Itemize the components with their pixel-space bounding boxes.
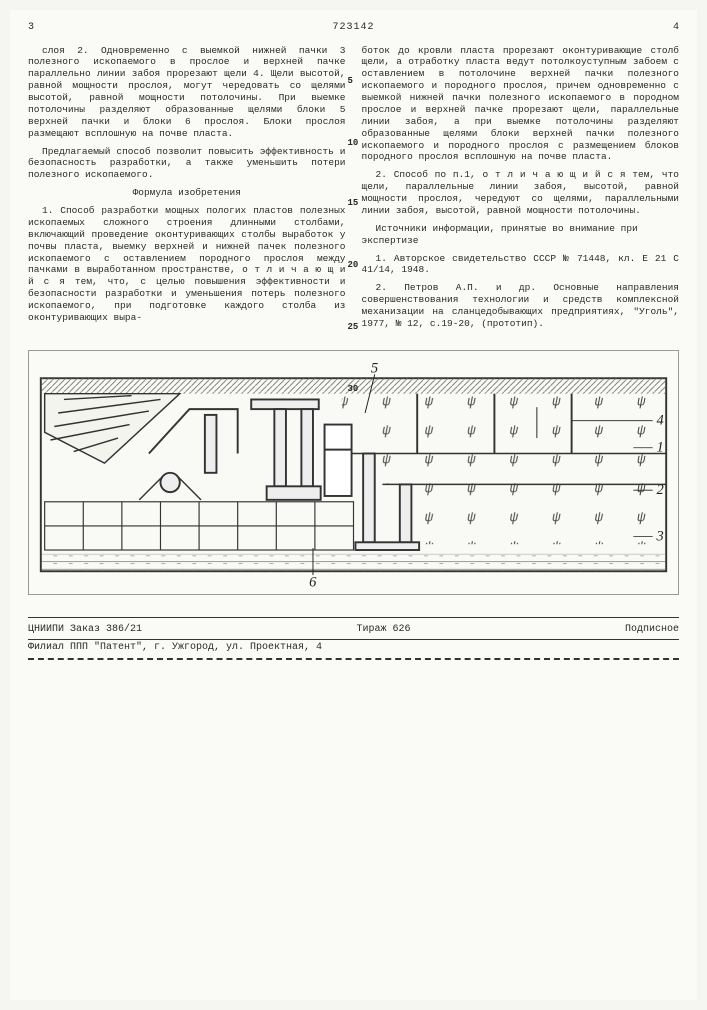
column-right: боток до кровли пласта прорезают оконтур… xyxy=(362,45,680,336)
footer-tirage: Тираж 626 xyxy=(357,624,411,637)
footer-subscription: Подписное xyxy=(625,624,679,637)
figure-label-5: 5 xyxy=(371,360,378,376)
claim-1: 1. Способ разработки мощных пологих плас… xyxy=(28,205,346,324)
line-number: 30 xyxy=(348,384,359,395)
line-number: 15 xyxy=(348,198,359,209)
line-number: 20 xyxy=(348,260,359,271)
document-number: 723142 xyxy=(332,22,374,35)
line-number: 10 xyxy=(348,138,359,149)
line-number: 25 xyxy=(348,322,359,333)
paragraph: Предлагаемый способ позволит повысить эф… xyxy=(28,146,346,182)
formula-title: Формула изобретения xyxy=(28,187,346,199)
reference-1: 1. Авторское свидетельство СССР № 71448,… xyxy=(362,253,680,277)
figure-label-1: 1 xyxy=(657,439,664,455)
figure-label-3: 3 xyxy=(656,528,664,544)
figure-label-2: 2 xyxy=(657,482,664,498)
reference-2: 2. Петров А.П. и др. Основные направлени… xyxy=(362,282,680,330)
claim-2: 2. Способ по п.1, о т л и ч а ю щ и й с … xyxy=(362,169,680,217)
line-number: 5 xyxy=(348,76,353,87)
footer-org: ЦНИИПИ Заказ 386/21 xyxy=(28,624,142,637)
column-left: слоя 2. Одновременно с выемкой нижней па… xyxy=(28,45,346,336)
page-number-right: 4 xyxy=(649,22,679,35)
paragraph: боток до кровли пласта прорезают оконтур… xyxy=(362,45,680,164)
sources-title: Источники информации, принятые во вниман… xyxy=(362,223,680,247)
page-header: 3 723142 4 xyxy=(28,22,679,35)
footer-address: Филиал ППП "Патент", г. Ужгород, ул. Про… xyxy=(28,642,679,655)
footer-row-top: ЦНИИПИ Заказ 386/21 Тираж 626 Подписное xyxy=(28,624,679,637)
figure-label-6: 6 xyxy=(309,574,317,588)
paragraph: слоя 2. Одновременно с выемкой нижней па… xyxy=(28,45,346,140)
text-columns: слоя 2. Одновременно с выемкой нижней па… xyxy=(28,45,679,336)
page-number-left: 3 xyxy=(28,22,58,35)
footer: ЦНИИПИ Заказ 386/21 Тираж 626 Подписное … xyxy=(28,617,679,664)
figure-label-4: 4 xyxy=(657,412,664,428)
page: 3 723142 4 5 10 15 20 25 30 слоя 2. Одно… xyxy=(10,10,697,1000)
